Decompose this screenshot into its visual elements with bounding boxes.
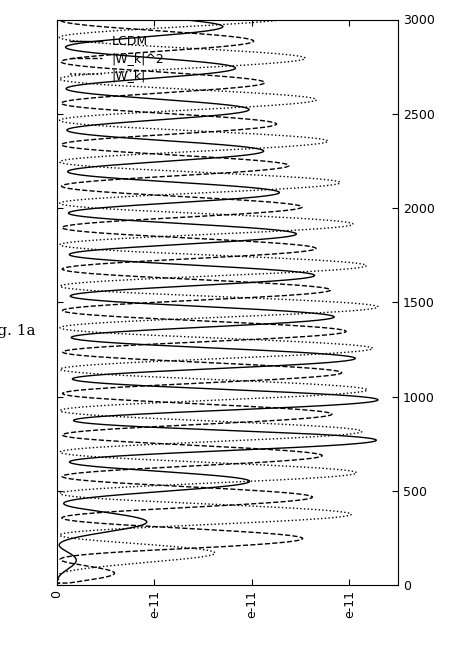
|W_k| xyxy=(81,162,86,170)
Line: |W_k|: |W_k| xyxy=(57,20,378,585)
|W_k| xyxy=(54,581,60,589)
LCDM xyxy=(73,376,78,384)
LCDM xyxy=(95,132,100,140)
|W_k| xyxy=(228,376,234,384)
Legend: LCDM, |W_k|^2, |W_k|: LCDM, |W_k|^2, |W_k| xyxy=(66,31,168,85)
|W_k|^2 xyxy=(308,246,313,254)
|W_k| xyxy=(282,16,288,23)
Line: |W_k|^2: |W_k|^2 xyxy=(57,20,346,585)
Text: Fig. 1a: Fig. 1a xyxy=(0,324,36,337)
|W_k|^2 xyxy=(286,162,292,170)
|W_k|^2 xyxy=(256,376,262,384)
|W_k| xyxy=(201,552,206,560)
LCDM xyxy=(216,222,221,229)
|W_k| xyxy=(109,246,114,254)
|W_k|^2 xyxy=(58,16,64,23)
|W_k|^2 xyxy=(65,552,71,560)
LCDM xyxy=(72,552,77,560)
LCDM xyxy=(89,246,95,254)
|W_k| xyxy=(280,132,285,140)
|W_k| xyxy=(346,222,352,229)
LCDM xyxy=(102,162,108,170)
|W_k|^2 xyxy=(64,222,70,229)
LCDM xyxy=(54,581,60,589)
|W_k|^2 xyxy=(54,581,60,589)
Line: LCDM: LCDM xyxy=(57,20,378,585)
|W_k|^2 xyxy=(147,132,153,140)
LCDM xyxy=(178,16,184,23)
